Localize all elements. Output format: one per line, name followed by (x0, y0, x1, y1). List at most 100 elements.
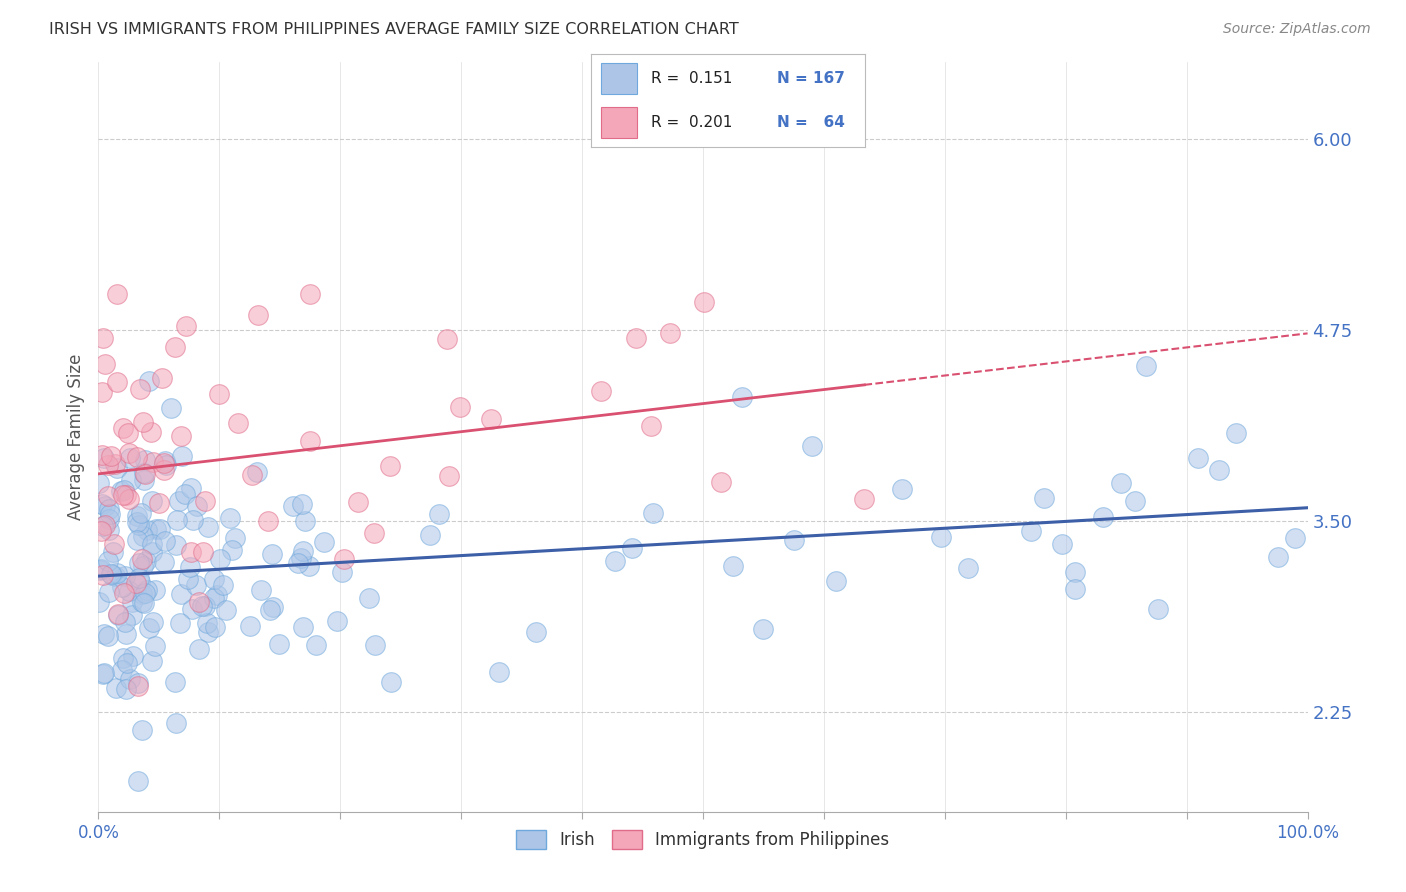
Point (90, 449, 112, 463)
Point (104, 569, 127, 583)
Point (1187, 451, 1209, 466)
Point (90, 524, 112, 538)
Point (132, 596, 155, 610)
Point (143, 640, 166, 654)
Legend: Irish, Immigrants from Philippines: Irish, Immigrants from Philippines (510, 823, 896, 855)
FancyBboxPatch shape (602, 63, 637, 94)
Point (118, 672, 141, 686)
Point (174, 318, 197, 333)
Point (111, 487, 134, 501)
Point (141, 655, 163, 669)
Point (624, 331, 647, 345)
Point (152, 555, 174, 569)
Point (132, 466, 155, 480)
Point (731, 390, 754, 404)
Point (155, 458, 177, 472)
Point (141, 536, 163, 550)
Point (97, 489, 120, 503)
Point (97, 458, 120, 472)
Point (134, 453, 156, 467)
Point (160, 401, 183, 415)
Point (246, 465, 269, 479)
Point (380, 458, 402, 473)
Point (305, 638, 328, 652)
Point (91, 498, 114, 512)
Point (107, 461, 129, 475)
Point (87, 595, 110, 609)
Point (330, 566, 353, 580)
Point (94, 357, 117, 371)
Point (142, 455, 165, 469)
Point (250, 583, 273, 598)
Point (782, 533, 804, 547)
Point (239, 619, 262, 633)
Point (112, 586, 135, 600)
Point (145, 522, 167, 536)
Point (298, 434, 321, 448)
Point (120, 450, 142, 465)
Point (110, 484, 132, 499)
Point (97, 523, 120, 537)
Point (93, 450, 115, 465)
Point (165, 340, 187, 354)
Point (93, 627, 115, 641)
Point (128, 571, 150, 585)
Point (292, 620, 315, 634)
Point (153, 462, 176, 476)
Point (427, 507, 450, 521)
Point (87, 475, 110, 490)
Point (94, 518, 117, 533)
Point (346, 495, 368, 509)
Point (166, 513, 188, 527)
Point (134, 585, 156, 599)
Point (121, 607, 143, 622)
Point (721, 558, 744, 573)
Point (129, 382, 152, 396)
Point (186, 578, 208, 592)
Point (107, 566, 129, 581)
Point (104, 458, 127, 472)
Point (1050, 537, 1073, 551)
Point (449, 401, 471, 415)
Point (281, 499, 304, 513)
Point (957, 561, 980, 575)
Point (131, 551, 153, 566)
Point (97, 629, 120, 643)
Point (1135, 359, 1157, 373)
Point (112, 483, 135, 497)
Point (853, 491, 876, 506)
Point (128, 556, 150, 570)
Point (91, 384, 114, 399)
Point (333, 552, 356, 566)
Point (127, 533, 149, 547)
Point (93, 665, 115, 680)
Point (169, 615, 191, 630)
Point (114, 627, 136, 641)
Point (91, 519, 114, 533)
Point (621, 541, 644, 555)
Point (165, 716, 187, 731)
Point (363, 525, 385, 540)
Point (165, 539, 187, 553)
Point (98, 512, 121, 526)
Point (191, 545, 214, 559)
Point (1091, 509, 1114, 524)
Point (136, 523, 159, 537)
Point (181, 514, 204, 528)
Point (247, 308, 270, 322)
Point (205, 589, 228, 603)
Point (153, 533, 176, 548)
Point (710, 475, 733, 490)
Point (188, 642, 211, 657)
Point (114, 488, 136, 502)
Point (131, 595, 153, 609)
Point (97, 554, 120, 568)
Point (114, 615, 136, 629)
Point (287, 556, 309, 570)
Point (262, 547, 284, 561)
Point (125, 450, 148, 464)
Point (314, 535, 336, 549)
Point (107, 607, 129, 621)
Point (891, 483, 914, 497)
Point (121, 595, 143, 609)
